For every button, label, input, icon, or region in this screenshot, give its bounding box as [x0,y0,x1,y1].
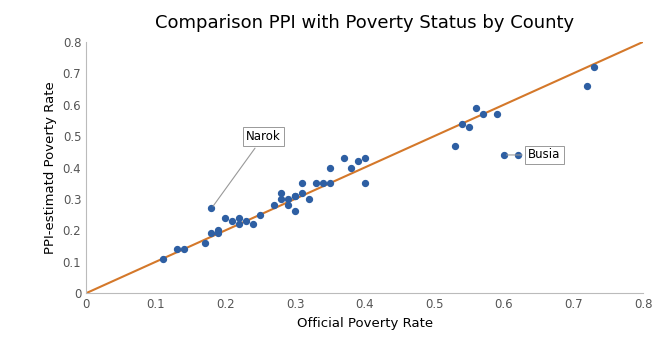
Point [325,165,335,170]
Point [220,215,231,221]
Point [290,193,300,199]
Point [227,218,238,224]
Y-axis label: PPI-estimatd Poverty Rate: PPI-estimatd Poverty Rate [44,81,57,254]
Point [213,228,224,233]
Point [171,246,182,252]
Point [325,180,335,186]
Point [178,246,189,252]
Point [450,143,461,148]
Point [234,215,245,221]
Point [457,121,467,126]
Point [464,124,475,129]
Point [339,155,349,161]
Point [492,111,503,117]
Point [276,196,286,202]
Point [512,152,523,158]
Point [345,165,356,170]
Point [318,180,328,186]
Point [359,155,370,161]
Point [158,256,168,261]
Point [213,231,224,236]
X-axis label: Official Poverty Rate: Official Poverty Rate [296,317,433,329]
Point [477,111,488,117]
Point [200,240,210,246]
Point [589,64,600,70]
Point [248,221,259,227]
Point [241,218,252,224]
Point [276,190,286,195]
Point [297,190,308,195]
Point [290,209,300,214]
Point [297,180,308,186]
Point [255,212,266,217]
Point [290,193,300,199]
Point [471,105,481,111]
Point [359,180,370,186]
Point [353,158,363,164]
Point [582,83,593,89]
Point [283,196,294,202]
Point [269,202,280,208]
Point [499,152,509,158]
Title: Comparison PPI with Poverty Status by County: Comparison PPI with Poverty Status by Co… [155,14,574,32]
Point [304,196,314,202]
Text: Busia: Busia [507,148,561,162]
Point [310,180,322,186]
Point [206,206,217,211]
Point [234,221,245,227]
Point [283,202,294,208]
Text: Narok: Narok [213,129,281,206]
Point [206,231,217,236]
